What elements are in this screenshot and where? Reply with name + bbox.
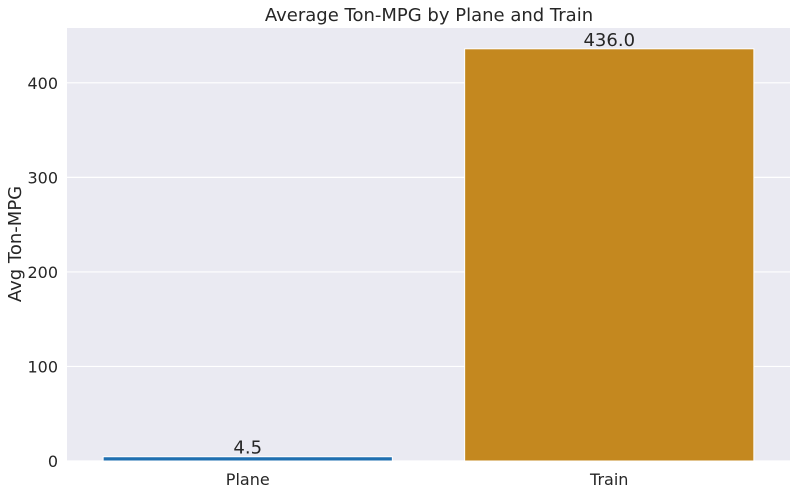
bar-plane xyxy=(102,456,393,462)
y-axis-label: Avg Ton-MPG xyxy=(5,186,26,302)
bar-value-label: 4.5 xyxy=(233,438,262,459)
y-tick-label: 0 xyxy=(48,452,58,471)
data-labels: 4.5 436.0 xyxy=(233,30,635,459)
x-tick-label: Plane xyxy=(226,470,270,489)
y-tick-label: 100 xyxy=(27,357,58,376)
x-axis-ticks: Plane Train xyxy=(226,470,629,489)
y-tick-label: 200 xyxy=(27,263,58,282)
bars xyxy=(102,48,755,462)
x-tick-label: Train xyxy=(589,470,628,489)
y-tick-label: 400 xyxy=(27,74,58,93)
y-axis-ticks: 0 100 200 300 400 xyxy=(27,74,58,471)
y-tick-label: 300 xyxy=(27,168,58,187)
chart-title: Average Ton-MPG by Plane and Train xyxy=(265,5,593,26)
bar-value-label: 436.0 xyxy=(583,30,635,51)
bar-train xyxy=(464,48,755,462)
